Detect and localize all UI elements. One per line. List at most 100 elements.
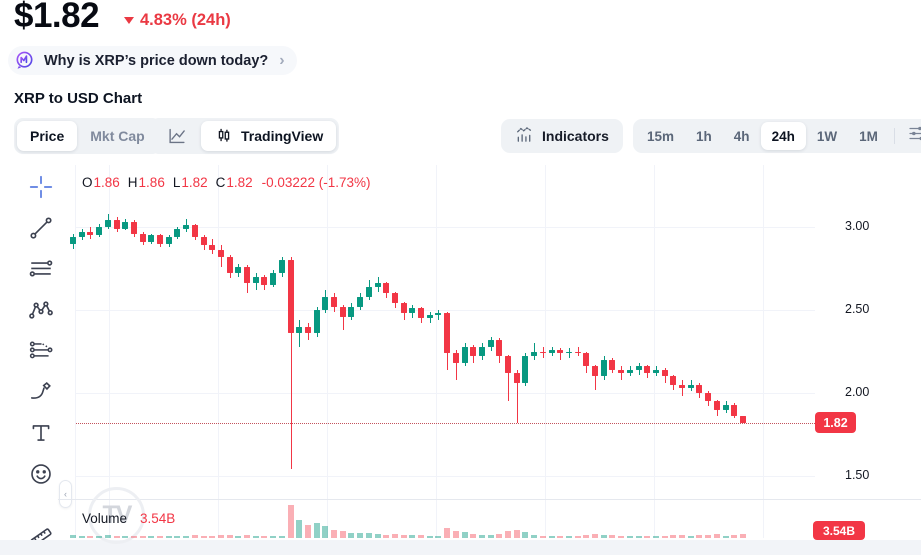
- timeframe-1h[interactable]: 1h: [696, 128, 712, 144]
- volume-bar: [565, 536, 572, 538]
- candle: [722, 404, 729, 410]
- indicators-button[interactable]: Indicators: [501, 119, 623, 153]
- volume-bar: [174, 536, 181, 538]
- candle: [696, 384, 703, 393]
- timeframe-1m[interactable]: 1M: [859, 128, 878, 144]
- text-icon: [32, 425, 50, 441]
- volume-bar: [226, 534, 233, 538]
- timeframe-24h[interactable]: 24h: [760, 122, 806, 150]
- text-tool-button[interactable]: [26, 418, 56, 448]
- volume-bar: [652, 536, 659, 538]
- volume-bar: [609, 535, 616, 538]
- drawing-toolbar: [24, 172, 58, 555]
- candle: [365, 286, 372, 297]
- brush-icon: [30, 382, 51, 399]
- trend-line-tool-button[interactable]: [26, 213, 56, 243]
- timeframe-4h[interactable]: 4h: [733, 128, 750, 144]
- candle: [400, 303, 407, 314]
- line-chart-tab[interactable]: [153, 121, 201, 151]
- horizontal-lines-icon: [29, 260, 53, 277]
- emoji-tool-button[interactable]: [26, 459, 56, 489]
- cmc-ai-icon: [14, 50, 35, 71]
- line-chart-icon: [166, 125, 188, 147]
- candle: [574, 351, 581, 354]
- tradingview-tab[interactable]: TradingView: [201, 121, 337, 151]
- candle: [200, 236, 207, 246]
- volume-bar: [400, 534, 407, 538]
- candle: [270, 273, 277, 286]
- candle: [438, 310, 440, 320]
- tab-price[interactable]: Price: [17, 121, 78, 151]
- horizontal-lines-tool-button[interactable]: [26, 254, 56, 284]
- timeframe-toggle: 15m 1h 4h 24h 1W 1M: [633, 119, 921, 153]
- volume-bar: [592, 534, 598, 538]
- candle: [235, 266, 242, 274]
- candle: [534, 343, 536, 360]
- volume-bar: [209, 536, 216, 538]
- volume-bar: [461, 532, 468, 538]
- volume-bar: [739, 534, 746, 538]
- xabcd-pattern-tool-button[interactable]: [26, 295, 56, 325]
- candle: [618, 369, 625, 374]
- gridline: [75, 165, 76, 538]
- volume-bar: [296, 519, 303, 538]
- gridline: [76, 310, 815, 311]
- volume-legend: Volume 3.54B: [82, 511, 175, 526]
- indicators-icon: [515, 125, 534, 147]
- volume-bar: [713, 534, 720, 538]
- volume-bar: [600, 534, 607, 538]
- volume-bar: [157, 536, 163, 538]
- volume-bar: [270, 536, 277, 538]
- candle: [621, 366, 623, 380]
- volume-bar: [513, 529, 520, 538]
- why-price-down-banner[interactable]: Why is XRP’s price down today? ›: [8, 46, 297, 75]
- timeframe-15m[interactable]: 15m: [647, 128, 675, 144]
- volume-bar: [409, 535, 416, 538]
- volume-bar: [470, 534, 477, 538]
- timeframe-1w[interactable]: 1W: [816, 128, 838, 144]
- brush-tool-button[interactable]: [26, 377, 56, 407]
- candle: [139, 233, 146, 242]
- crosshair-tool-button[interactable]: [26, 172, 56, 202]
- crosshair-icon: [29, 175, 53, 199]
- high-value: 1.86: [138, 175, 165, 190]
- candle: [70, 236, 76, 244]
- volume-bar: [539, 535, 546, 538]
- candle: [313, 310, 320, 334]
- projection-tool-button[interactable]: [26, 336, 56, 366]
- volume-bar: [87, 536, 94, 538]
- candle: [418, 308, 424, 319]
- volume-bar: [374, 534, 381, 538]
- volume-bar: [478, 534, 485, 538]
- candle: [339, 306, 346, 317]
- volume-bar: [418, 535, 424, 538]
- gridline: [327, 165, 328, 538]
- volume-bar: [348, 533, 355, 538]
- collapse-toolbar-handle[interactable]: ‹: [59, 480, 72, 508]
- volume-bar: [583, 535, 590, 538]
- candle: [96, 227, 103, 236]
- candle: [577, 346, 579, 357]
- volume-bar: [96, 535, 103, 538]
- volume-bar: [139, 536, 146, 538]
- candle: [539, 351, 546, 354]
- volume-bar: [548, 536, 555, 538]
- projection-icon: [29, 341, 53, 359]
- down-arrow-icon: [124, 17, 134, 24]
- chevron-right-icon: ›: [279, 51, 285, 69]
- candle: [452, 353, 459, 364]
- candle: [304, 326, 311, 334]
- volume-bar: [444, 528, 451, 538]
- y-axis-tick: 2.00: [845, 385, 870, 399]
- volume-bar: [644, 536, 651, 538]
- candle: [487, 339, 494, 347]
- tradingview-label: TradingView: [241, 128, 324, 144]
- tab-mkt-cap[interactable]: Mkt Cap: [90, 128, 145, 144]
- candle: [104, 220, 111, 227]
- candle: [409, 308, 416, 314]
- candle: [342, 305, 344, 330]
- candle: [157, 235, 163, 244]
- volume-bar: [183, 535, 190, 538]
